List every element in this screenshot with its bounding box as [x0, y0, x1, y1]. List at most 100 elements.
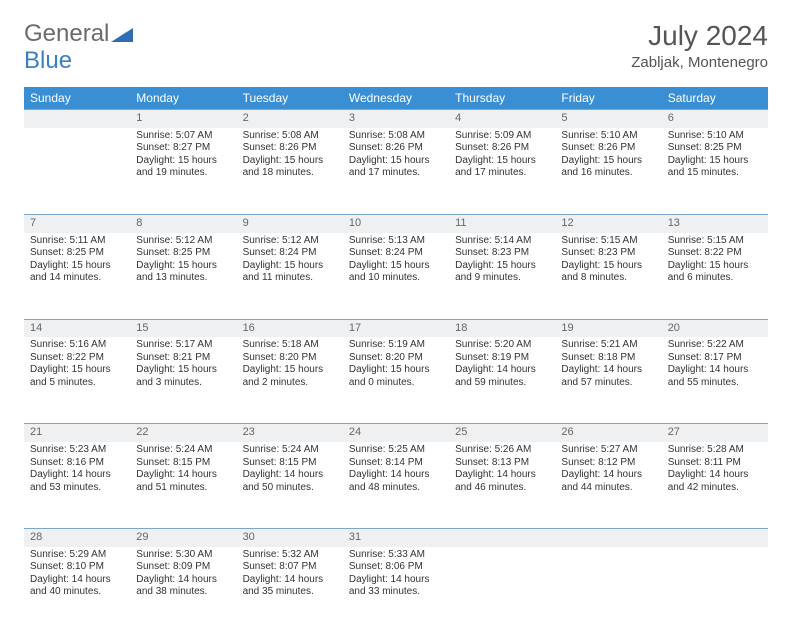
sunset-text: Sunset: 8:13 PM — [455, 457, 549, 470]
sunrise-text: Sunrise: 5:13 AM — [349, 235, 443, 248]
day-cell: Sunrise: 5:12 AMSunset: 8:24 PMDaylight:… — [237, 233, 343, 320]
sunrise-text: Sunrise: 5:12 AM — [136, 235, 230, 248]
day-number-cell: 6 — [662, 110, 768, 128]
daylight-text: Daylight: 15 hours and 15 minutes. — [668, 155, 762, 180]
day-number: 23 — [243, 426, 255, 438]
day-number: 9 — [243, 217, 249, 229]
day-number: 29 — [136, 531, 148, 543]
day-number-row: 78910111213 — [24, 214, 768, 232]
weekday-header: Sunday — [24, 87, 130, 110]
day-body-row: Sunrise: 5:11 AM Sunset: 8:25 PM Daylight:… — [24, 233, 768, 320]
daylight-text: Daylight: 14 hours and 57 minutes. — [561, 364, 655, 389]
day-cell: Sunrise: 5:11 AMSunset: 8:25 PMDaylight:… — [24, 233, 130, 320]
sunrise-text: Sunrise: 5:12 AM — [243, 235, 337, 248]
daylight-text: Daylight: 14 hours and 48 minutes. — [349, 469, 443, 494]
day-number: 17 — [349, 322, 361, 334]
sunset-text: Sunset: 8:24 PM — [349, 247, 443, 260]
sunset-text: Sunset: 8:23 PM — [455, 247, 549, 260]
day-number-cell: 9 — [237, 214, 343, 232]
day-number: 28 — [30, 531, 42, 543]
daylight-text: Daylight: 15 hours and 19 minutes. — [136, 155, 230, 180]
day-cell — [24, 128, 130, 215]
sunset-text: Sunset: 8:15 PM — [243, 457, 337, 470]
sunset-text: Sunset: 8:06 PM — [349, 561, 443, 574]
daylight-text: Daylight: 14 hours and 42 minutes. — [668, 469, 762, 494]
day-cell: Sunrise: 5:18 AMSunset: 8:20 PMDaylight:… — [237, 337, 343, 424]
day-cell: Sunrise: 5:16 AMSunset: 8:22 PMDaylight:… — [24, 337, 130, 424]
sunrise-text: Sunrise: 5:09 AM — [455, 130, 549, 143]
sunset-text: Sunset: 8:12 PM — [561, 457, 655, 470]
day-number-cell: 20 — [662, 319, 768, 337]
sunrise-text: Sunrise: 5:21 AM — [561, 339, 655, 352]
sunset-text: Sunset: 8:23 PM — [561, 247, 655, 260]
day-number-cell: 1 — [130, 110, 236, 128]
daylight-text: Daylight: 14 hours and 33 minutes. — [349, 574, 443, 599]
sunset-text: Sunset: 8:11 PM — [668, 457, 762, 470]
day-number-cell: 10 — [343, 214, 449, 232]
sunset-text: Sunset: 8:26 PM — [349, 142, 443, 155]
sunset-text: Sunset: 8:07 PM — [243, 561, 337, 574]
sunrise-text: Sunrise: 5:20 AM — [455, 339, 549, 352]
day-cell: Sunrise: 5:22 AMSunset: 8:17 PMDaylight:… — [662, 337, 768, 424]
day-cell: Sunrise: 5:26 AMSunset: 8:13 PMDaylight:… — [449, 442, 555, 529]
day-cell: Sunrise: 5:10 AMSunset: 8:25 PMDaylight:… — [662, 128, 768, 215]
day-number: 25 — [455, 426, 467, 438]
day-cell: Sunrise: 5:17 AMSunset: 8:21 PMDaylight:… — [130, 337, 236, 424]
day-number-cell: 26 — [555, 424, 661, 442]
day-number-cell: 12 — [555, 214, 661, 232]
day-number-cell: 8 — [130, 214, 236, 232]
sunset-text: Sunset: 8:22 PM — [668, 247, 762, 260]
daylight-text: Daylight: 15 hours and 11 minutes. — [243, 260, 337, 285]
day-cell: Sunrise: 5:32 AMSunset: 8:07 PMDaylight:… — [237, 547, 343, 633]
day-number-cell: 23 — [237, 424, 343, 442]
day-body-row: Sunrise: 5:23 AMSunset: 8:16 PMDaylight:… — [24, 442, 768, 529]
sunrise-text: Sunrise: 5:25 AM — [349, 444, 443, 457]
sunrise-text: Sunrise: 5:11 AM — [30, 235, 124, 248]
day-number-cell: 28 — [24, 529, 130, 547]
day-cell: Sunrise: 5:28 AMSunset: 8:11 PMDaylight:… — [662, 442, 768, 529]
day-cell: Sunrise: 5:29 AMSunset: 8:10 PMDaylight:… — [24, 547, 130, 633]
sunrise-text: Sunrise: 5:07 AM — [136, 130, 230, 143]
day-cell: Sunrise: 5:07 AMSunset: 8:27 PMDaylight:… — [130, 128, 236, 215]
sunset-text: Sunset: 8:17 PM — [668, 352, 762, 365]
day-cell: Sunrise: 5:33 AMSunset: 8:06 PMDaylight:… — [343, 547, 449, 633]
weekday-header: Tuesday — [237, 87, 343, 110]
day-cell: Sunrise: 5:25 AMSunset: 8:14 PMDaylight:… — [343, 442, 449, 529]
day-number-cell: 3 — [343, 110, 449, 128]
day-cell: Sunrise: 5:24 AMSunset: 8:15 PMDaylight:… — [130, 442, 236, 529]
day-number: 16 — [243, 322, 255, 334]
day-number: 6 — [668, 112, 674, 124]
day-cell: Sunrise: 5:09 AMSunset: 8:26 PMDaylight:… — [449, 128, 555, 215]
day-cell: Sunrise: 5:24 AMSunset: 8:15 PMDaylight:… — [237, 442, 343, 529]
day-number: 10 — [349, 217, 361, 229]
day-cell: Sunrise: 5:21 AMSunset: 8:18 PMDaylight:… — [555, 337, 661, 424]
day-number-cell — [449, 529, 555, 547]
daylight-text: Daylight: 14 hours and 38 minutes. — [136, 574, 230, 599]
day-cell — [662, 547, 768, 633]
day-cell: Sunrise: 5:30 AMSunset: 8:09 PMDaylight:… — [130, 547, 236, 633]
day-number-cell: 7 — [24, 214, 130, 232]
sunrise-text: Sunrise: 5:29 AM — [30, 549, 124, 562]
sunset-text: Sunset: 8:20 PM — [243, 352, 337, 365]
sunrise-text: Sunrise: 5:24 AM — [243, 444, 337, 457]
day-number-row: 123456 — [24, 110, 768, 128]
sunset-text: Sunset: 8:09 PM — [136, 561, 230, 574]
sunset-text: Sunset: 8:26 PM — [561, 142, 655, 155]
daylight-text: Daylight: 15 hours and 3 minutes. — [136, 364, 230, 389]
weekday-header: Wednesday — [343, 87, 449, 110]
day-number: 7 — [30, 217, 36, 229]
day-number-cell: 4 — [449, 110, 555, 128]
day-number-cell: 19 — [555, 319, 661, 337]
day-number-cell: 22 — [130, 424, 236, 442]
sunrise-text: Sunrise: 5:15 AM — [668, 235, 762, 248]
sunset-text: Sunset: 8:18 PM — [561, 352, 655, 365]
day-number: 19 — [561, 322, 573, 334]
sunrise-text: Sunrise: 5:18 AM — [243, 339, 337, 352]
day-number: 5 — [561, 112, 567, 124]
day-cell: Sunrise: 5:13 AMSunset: 8:24 PMDaylight:… — [343, 233, 449, 320]
sunset-text: Sunset: 8:25 PM — [136, 247, 230, 260]
daylight-text: Daylight: 15 hours and 17 minutes. — [349, 155, 443, 180]
day-number: 24 — [349, 426, 361, 438]
day-cell: Sunrise: 5:20 AMSunset: 8:19 PMDaylight:… — [449, 337, 555, 424]
day-number: 1 — [136, 112, 142, 124]
